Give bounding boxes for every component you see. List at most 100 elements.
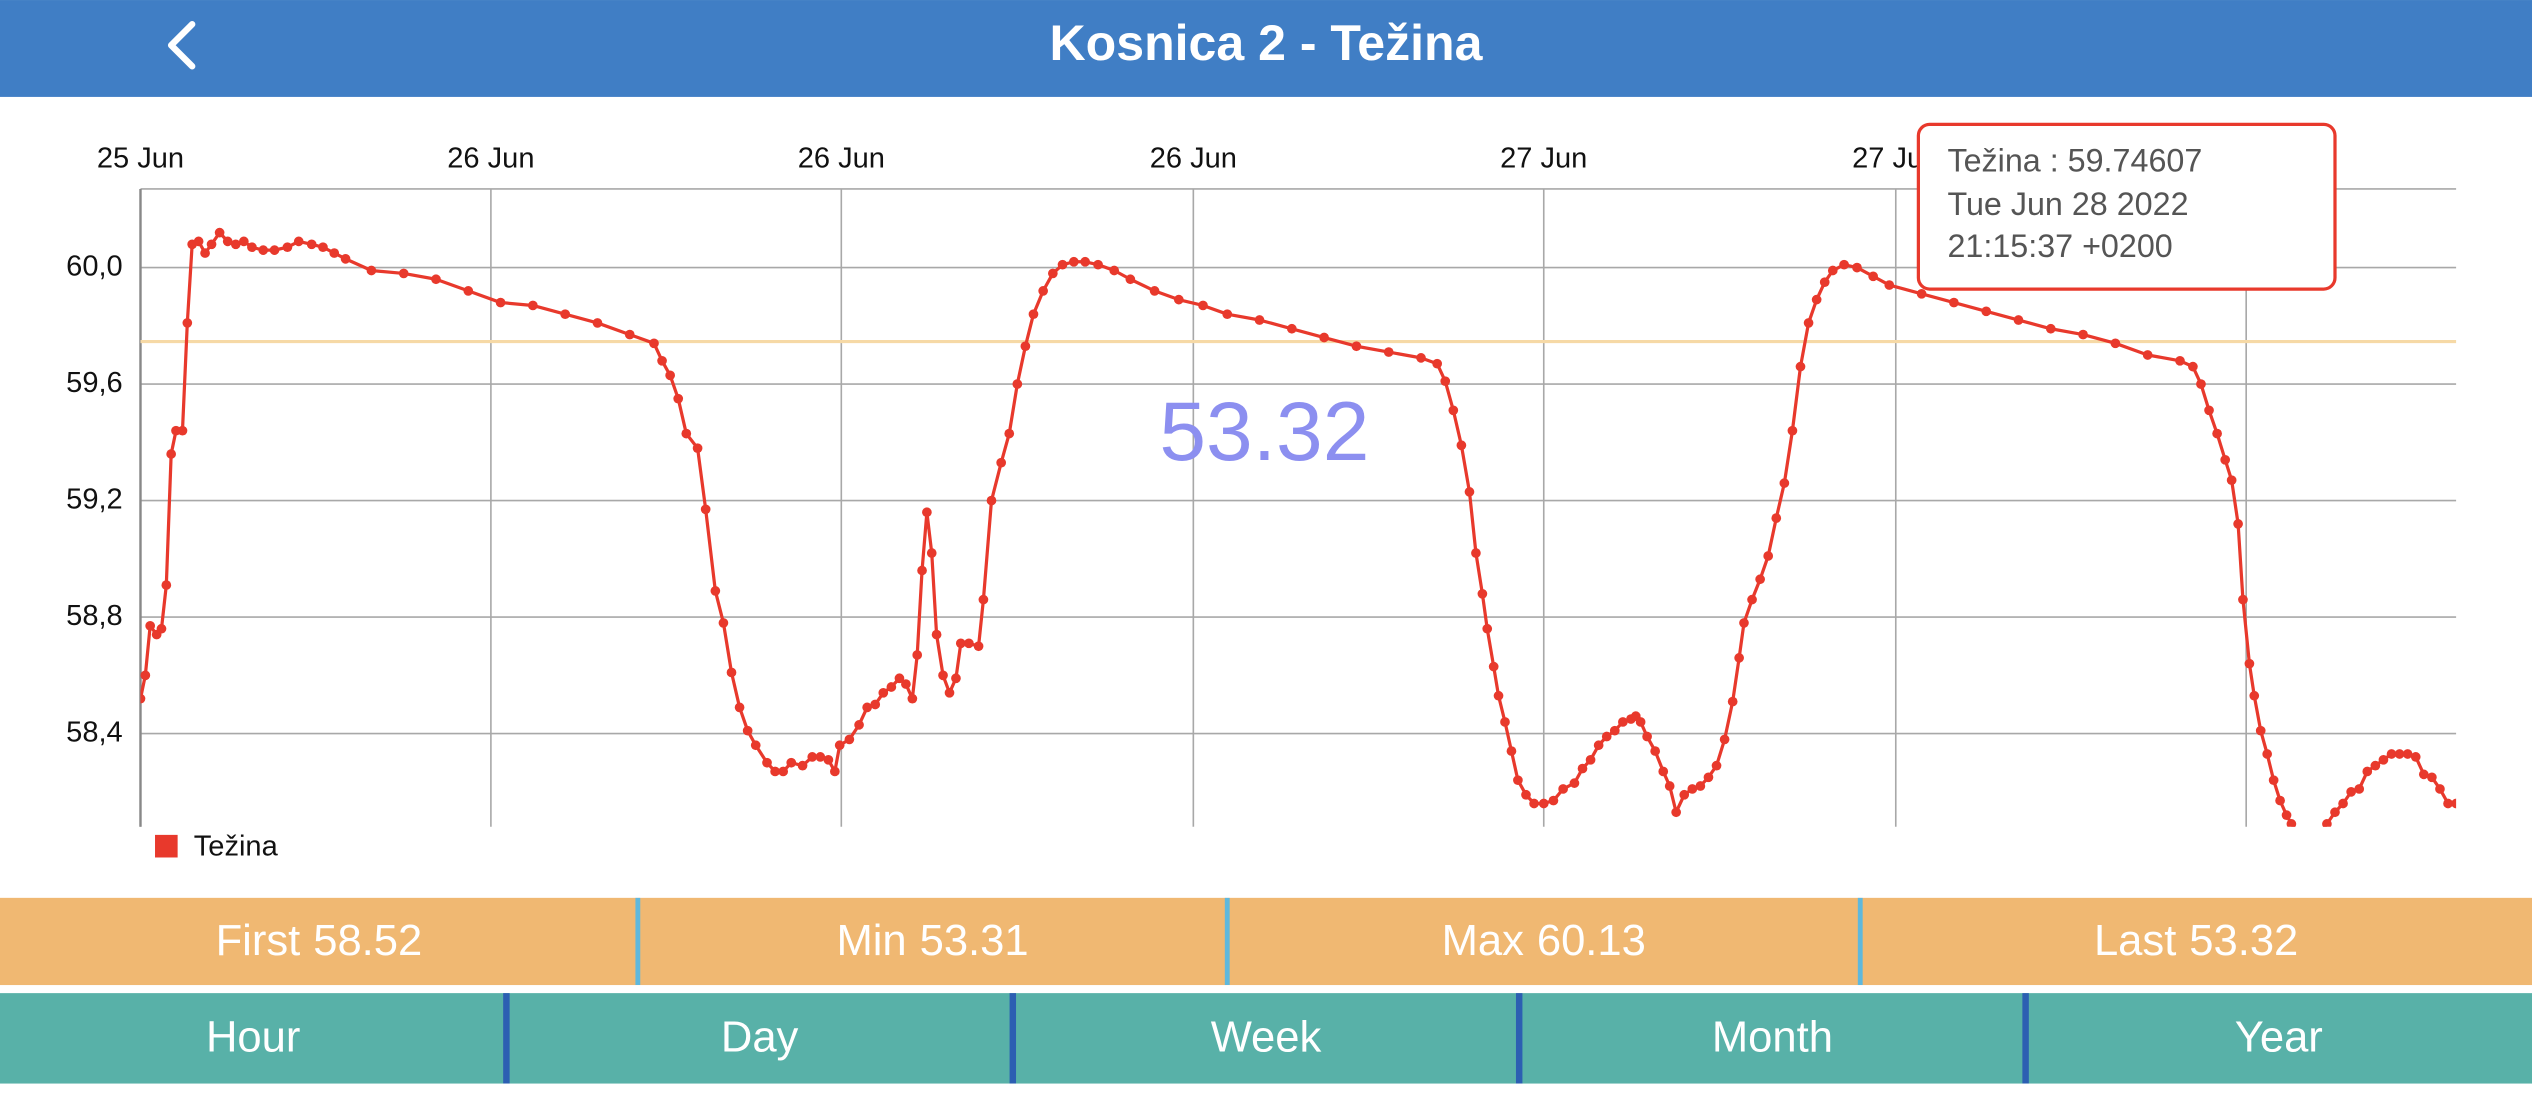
data-point [1482, 623, 1493, 634]
data-point [2370, 760, 2381, 771]
data-point [1949, 297, 1959, 308]
data-point [1493, 690, 1504, 701]
data-point [1521, 789, 1531, 800]
data-point [978, 594, 989, 605]
data-point [1351, 341, 1362, 352]
data-point [710, 586, 721, 596]
data-point [2322, 819, 2332, 827]
data-point [1319, 332, 1329, 343]
data-point [1569, 778, 1580, 788]
data-point [1506, 746, 1517, 756]
legend-swatch [155, 834, 178, 858]
data-point [1585, 754, 1596, 765]
data-point [222, 236, 233, 247]
data-point [2362, 766, 2373, 777]
data-point [1500, 717, 1510, 727]
data-point [2078, 329, 2088, 340]
data-point [1719, 734, 1730, 745]
data-point [318, 242, 328, 253]
data-point [1038, 286, 1049, 296]
data-point [1642, 731, 1652, 742]
data-point [996, 457, 1007, 468]
data-point [1456, 440, 1467, 451]
data-point [1028, 309, 1039, 320]
data-point [1787, 425, 1798, 436]
data-point [1383, 347, 1394, 357]
data-point [293, 236, 304, 247]
data-point [718, 618, 729, 628]
data-point [1093, 259, 1103, 270]
data-point [177, 425, 188, 436]
data-point [912, 650, 923, 660]
tooltip-time: 21:15:37 +0200 [1947, 228, 2172, 264]
data-point [2268, 775, 2279, 786]
data-point [2262, 749, 2273, 759]
tab-label[interactable]: Week [1211, 1013, 1322, 1061]
data-point [1286, 323, 1297, 334]
legend-label: Težina [194, 830, 279, 862]
data-point [2249, 690, 2260, 701]
data-point [1048, 268, 1058, 279]
data-point [1593, 740, 1604, 751]
data-point [1795, 361, 1806, 372]
data-point [1109, 265, 1120, 276]
tab-label[interactable]: Year [2235, 1013, 2323, 1061]
data-point [926, 548, 937, 558]
data-point [2204, 405, 2214, 416]
data-point [161, 580, 172, 590]
data-point [1650, 746, 1661, 756]
data-point [340, 254, 351, 264]
data-point [886, 682, 897, 692]
data-point [2142, 350, 2153, 360]
data-point [1448, 405, 1459, 416]
data-point [854, 720, 864, 730]
data-point [2330, 807, 2340, 818]
back-button[interactable] [167, 21, 196, 70]
data-point [1635, 717, 1646, 727]
stat-value: 60.13 [1537, 917, 1646, 965]
x-tick-label: 26 Jun [1150, 143, 1237, 175]
tab-label[interactable]: Month [1712, 1013, 1833, 1061]
data-point [1057, 259, 1068, 270]
stat-text: Last 53.32 [2094, 917, 2298, 965]
data-point [742, 725, 753, 736]
y-tick-label: 60,0 [66, 250, 123, 282]
data-point [1755, 574, 1765, 585]
tab-label[interactable]: Hour [206, 1013, 300, 1061]
data-point [1068, 256, 1079, 267]
data-point [1734, 653, 1744, 663]
stat-label: Max [1442, 917, 1525, 965]
stats-bar: First 58.52 Min 53.31 Max 60.13 Last 53.32 [0, 897, 2532, 986]
data-point [1488, 661, 1499, 672]
data-point [1711, 760, 1722, 771]
data-point [2378, 754, 2389, 765]
data-point [944, 687, 955, 698]
data-point [282, 242, 293, 253]
data-point [2410, 752, 2421, 762]
data-point [834, 740, 845, 751]
y-tick-label: 58,4 [66, 716, 123, 748]
data-point [2220, 454, 2231, 465]
data-point [1819, 277, 1830, 288]
stat-value: 53.32 [2189, 917, 2298, 965]
stat-value: 53.31 [920, 917, 1029, 965]
data-point [726, 667, 737, 678]
data-point [778, 766, 789, 777]
stat-text: First 58.52 [216, 917, 423, 965]
data-point [206, 239, 217, 250]
data-point [1464, 487, 1475, 497]
data-point [786, 757, 797, 768]
data-point [1618, 717, 1628, 727]
data-point [2304, 845, 2314, 855]
data-point [2451, 798, 2457, 809]
stat-label: Last [2094, 917, 2176, 965]
tab-label[interactable]: Day [721, 1013, 799, 1061]
data-point [398, 268, 409, 279]
header-bar [0, 0, 2532, 97]
series-line [140, 231, 2457, 827]
stat-label: First [216, 917, 301, 965]
data-point [624, 329, 635, 340]
data-point [366, 265, 377, 276]
header-title: Kosnica 2 - Težina [1050, 15, 1484, 71]
data-point [700, 504, 711, 515]
